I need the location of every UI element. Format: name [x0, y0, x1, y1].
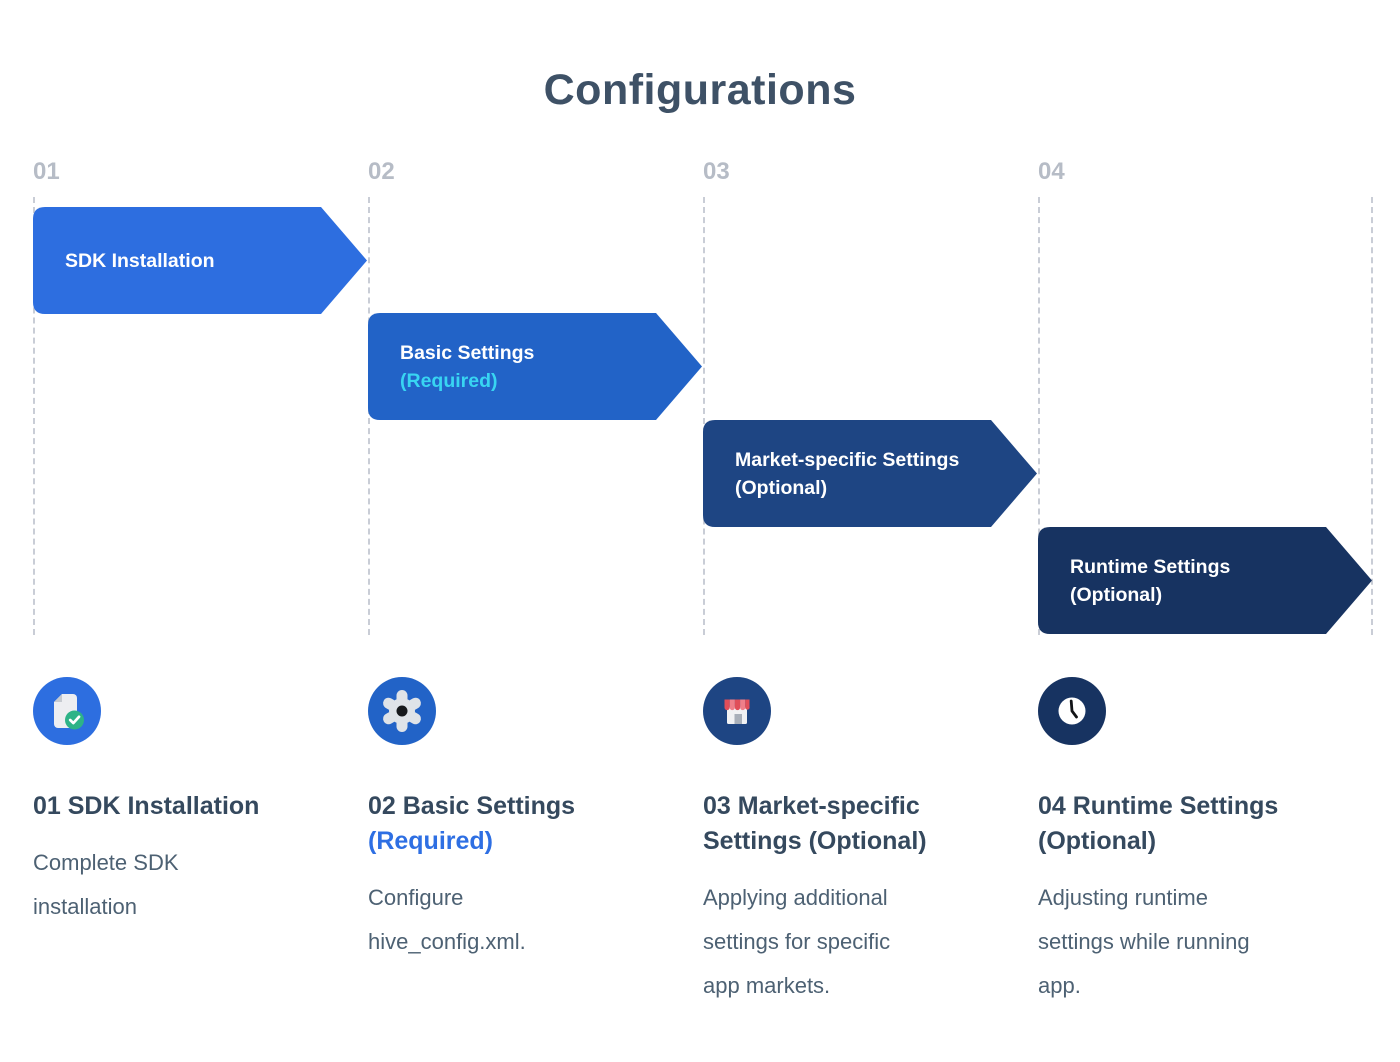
column-number-03: 03: [703, 158, 730, 185]
step-description: Applying additional settings for specifi…: [703, 876, 1023, 1008]
column-guide-line: [368, 197, 370, 635]
page-title: Configurations: [543, 66, 857, 114]
banner-label: Market-specific Settings: [735, 448, 960, 471]
banner-arrow-shape: [368, 313, 702, 420]
step-text-runtime-settings: 04 Runtime Settings (Optional) Adjusting…: [1038, 789, 1358, 1008]
column-guide-line: [33, 197, 35, 635]
description-line: settings for specific: [703, 929, 891, 954]
description-line: app markets.: [703, 973, 831, 998]
step-heading: 04 Runtime Settings: [1038, 792, 1279, 820]
column-number-02: 02: [368, 158, 395, 185]
column-number-01: 01: [33, 158, 60, 185]
step-heading: 03 Market-specific: [703, 792, 920, 820]
step-banner-runtime-settings: Runtime Settings (Optional): [1038, 527, 1372, 634]
column-guide-line: [1371, 197, 1373, 635]
column-number-04: 04: [1038, 158, 1065, 185]
description-line: app.: [1038, 973, 1081, 998]
step-heading: 02 Basic Settings: [368, 792, 576, 820]
banner-label-optional: (Optional): [1070, 583, 1163, 606]
storefront-icon: [703, 677, 771, 745]
banner-arrow-shape: [33, 207, 367, 314]
step-description: Adjusting runtime settings while running…: [1038, 876, 1358, 1008]
step-heading: (Optional): [1038, 827, 1157, 855]
description-line: Complete SDK: [33, 850, 179, 875]
step-text-basic-settings: 02 Basic Settings (Required) Configure h…: [368, 789, 688, 964]
step-description: Configure hive_config.xml.: [368, 876, 688, 964]
banner-arrow-shape: [1038, 527, 1372, 634]
description-line: settings while running: [1038, 929, 1250, 954]
gear-icon: [368, 677, 436, 745]
step-description: Complete SDK installation: [33, 841, 353, 929]
step-text-market-specific-settings: 03 Market-specific Settings (Optional) A…: [703, 789, 1023, 1008]
description-line: Adjusting runtime: [1038, 885, 1208, 910]
description-line: hive_config.xml.: [368, 929, 526, 954]
banner-label: Basic Settings: [400, 341, 535, 364]
step-heading-required: (Required): [368, 827, 493, 855]
description-line: Applying additional: [703, 885, 888, 910]
column-guide-line: [1038, 197, 1040, 635]
step-banner-sdk-installation: SDK Installation: [33, 207, 367, 314]
document-check-icon: [33, 677, 101, 745]
description-line: Configure: [368, 885, 464, 910]
banner-label-required: (Required): [400, 369, 498, 392]
banner-label: Runtime Settings: [1070, 555, 1231, 578]
step-heading: 01 SDK Installation: [33, 792, 260, 820]
column-guide-line: [703, 197, 705, 635]
banner-label: SDK Installation: [65, 249, 215, 272]
step-banner-basic-settings: Basic Settings (Required): [368, 313, 702, 420]
description-line: installation: [33, 894, 137, 919]
banner-arrow-shape: [703, 420, 1037, 527]
clock-icon: [1038, 677, 1106, 745]
step-text-sdk-installation: 01 SDK Installation Complete SDK install…: [33, 789, 353, 929]
step-banner-market-specific-settings: Market-specific Settings (Optional): [703, 420, 1037, 527]
banner-label-optional: (Optional): [735, 476, 828, 499]
step-heading: Settings (Optional): [703, 827, 927, 855]
